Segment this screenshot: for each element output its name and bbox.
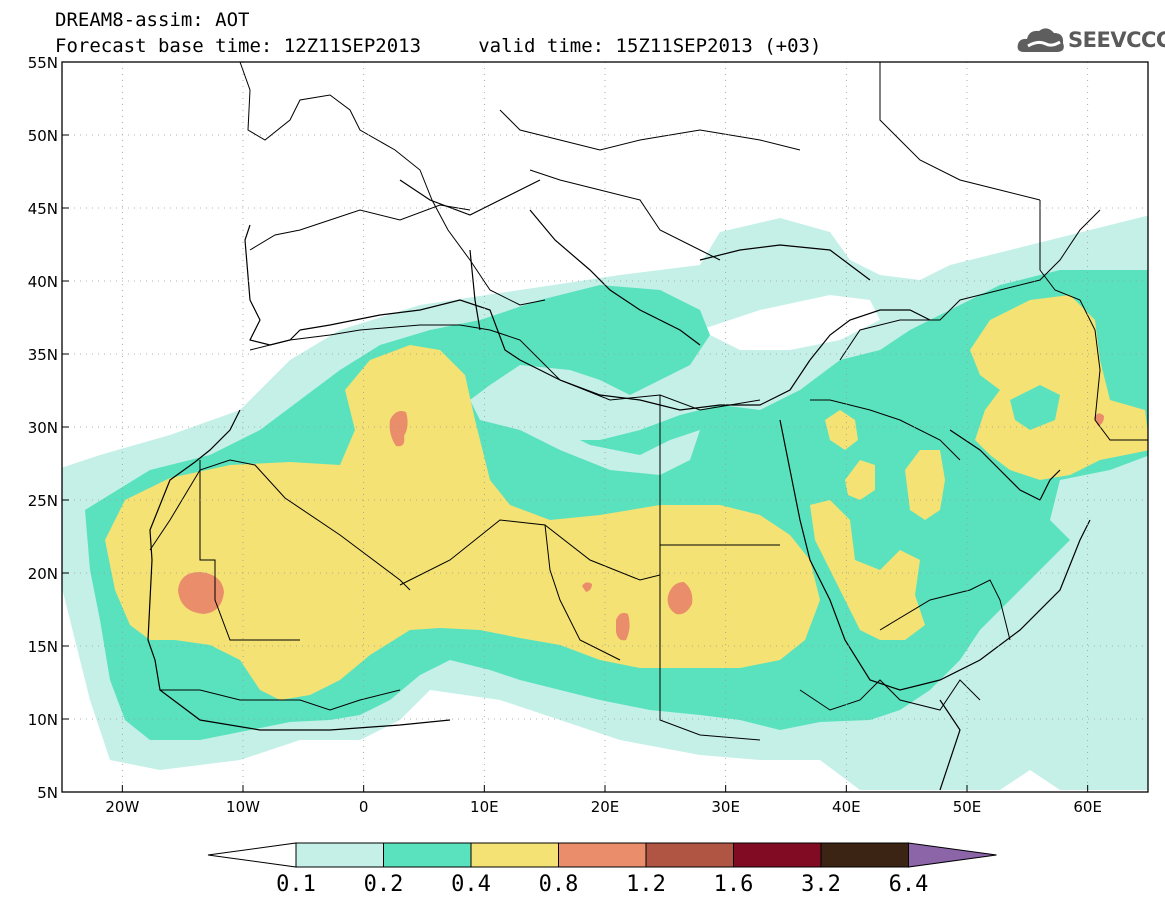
- lat-tick-label: 25N: [28, 492, 58, 510]
- colorbar-box: [383, 842, 472, 868]
- lat-tick-label: 10N: [28, 711, 58, 729]
- lat-tick-label: 30N: [28, 419, 58, 437]
- lon-tick-label: 60E: [1073, 798, 1102, 816]
- colorbar-box: [295, 842, 384, 868]
- lat-tick-label: 45N: [28, 200, 58, 218]
- coastlines: [147, 179, 1091, 791]
- lat-lon-grid: [62, 62, 1148, 792]
- lat-tick-label: 20N: [28, 565, 58, 583]
- colorbar-level-label: 0.4: [451, 872, 491, 897]
- cloud-icon: [1017, 28, 1064, 52]
- lat-tick-label: 55N: [28, 54, 58, 72]
- colorbar-box: [470, 842, 559, 868]
- colorbar-lower-extension: [207, 842, 297, 868]
- lon-tick-label: 0: [359, 798, 369, 816]
- colorbar-upper-extension: [908, 842, 997, 868]
- seevccc-logo: SEEVCCC: [1016, 22, 1165, 58]
- lon-tick-label: 20E: [591, 798, 620, 816]
- lon-tick-label: 30E: [711, 798, 740, 816]
- forecast-time-line: Forecast base time: 12Z11SEP2013 valid t…: [55, 35, 822, 57]
- colorbar-level-label: 1.6: [713, 872, 754, 897]
- map-title: DREAM8-assim: AOT: [55, 9, 250, 31]
- logo-text: SEEVCCC: [1068, 28, 1165, 52]
- longitude-axis: 20W 10W 0 10E 20E 30E 40E 50E 60E: [105, 785, 1102, 816]
- lon-tick-label: 10E: [470, 798, 499, 816]
- country-borders: [149, 62, 1148, 741]
- lon-tick-label: 20W: [105, 798, 139, 816]
- colorbar-level-label: 6.4: [888, 872, 929, 897]
- colorbar-level-label: 1.2: [626, 872, 666, 897]
- aot-band-0-4: [105, 295, 1148, 700]
- lat-tick-label: 5N: [37, 784, 58, 802]
- lon-tick-label: 40E: [832, 798, 861, 816]
- colorbar-level-label: 0.1: [276, 872, 316, 897]
- lat-tick-label: 15N: [28, 638, 58, 656]
- lon-tick-label: 50E: [953, 798, 982, 816]
- colorbar-box: [820, 842, 909, 868]
- colorbar-box: [558, 842, 647, 868]
- lon-tick-label: 10W: [226, 798, 260, 816]
- lat-tick-label: 35N: [28, 346, 58, 364]
- colorbar-box: [733, 842, 822, 868]
- aot-band-0-8: [178, 411, 1104, 641]
- colorbar-box: [645, 842, 734, 868]
- latitude-axis: 55N 50N 45N 40N 35N 30N 25N 20N 15N 10N 5N: [28, 54, 69, 802]
- colorbar-level-label: 0.2: [363, 872, 404, 897]
- colorbar-level-label: 3.2: [801, 872, 841, 897]
- lat-tick-label: 40N: [28, 273, 58, 291]
- lat-tick-label: 50N: [28, 127, 58, 145]
- colorbar-level-label: 0.8: [538, 872, 579, 897]
